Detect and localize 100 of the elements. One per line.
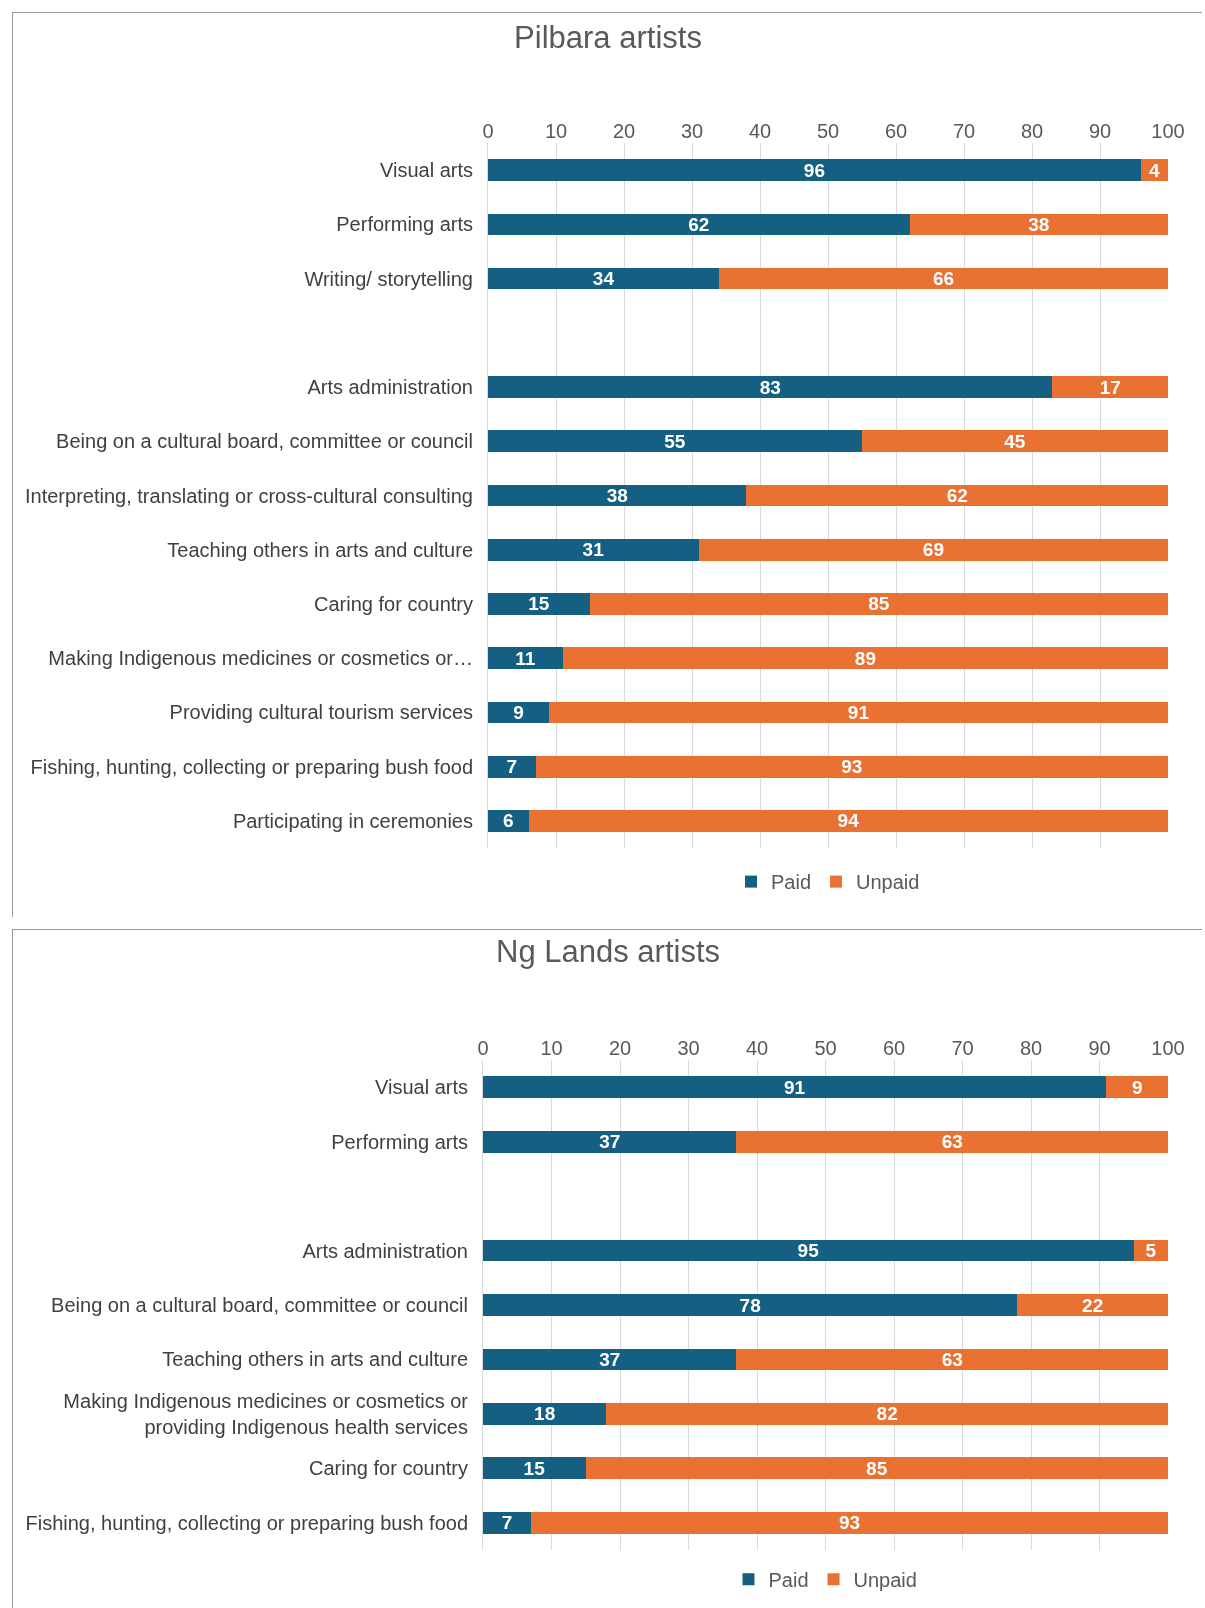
- data-label: 62: [946, 485, 968, 506]
- x-tick-label: 60: [882, 1037, 906, 1059]
- data-label: 95: [797, 1240, 820, 1262]
- bar: [488, 430, 862, 453]
- data-label: 85: [868, 593, 890, 615]
- y-tick-label: Performing arts: [331, 1130, 468, 1153]
- data-label: 4: [1148, 159, 1160, 181]
- data-label: 7: [506, 756, 518, 778]
- bar: [488, 484, 747, 507]
- x-tick-label: 70: [951, 1037, 974, 1059]
- y-tick-label: Caring for country: [309, 1457, 468, 1480]
- data-label: 96: [803, 159, 825, 181]
- data-label: 11: [515, 647, 536, 669]
- y-tick-label: Making Indigenous medicines or cosmetics or providing Indigenous health services: [63, 1389, 469, 1438]
- data-label: 63: [941, 1348, 963, 1370]
- legend-label: Unpaid: [853, 1569, 917, 1592]
- bar: [488, 593, 590, 615]
- y-tick-label: Being on a cultural board, committee or council: [56, 430, 473, 453]
- data-label: 83: [759, 376, 781, 398]
- x-tick-label: 100: [1151, 1037, 1185, 1059]
- data-label: 45: [1004, 430, 1026, 452]
- data-label: 37: [599, 1131, 621, 1153]
- x-tick-label: 90: [1088, 1037, 1111, 1059]
- bar: [488, 538, 699, 561]
- data-label: 85: [866, 1457, 888, 1479]
- data-label: 9: [1131, 1076, 1143, 1098]
- bar: [862, 430, 1168, 453]
- x-tick-label: 10: [540, 1037, 563, 1059]
- data-label: 62: [688, 213, 710, 235]
- data-label: 78: [739, 1294, 761, 1316]
- bar: [606, 1403, 1168, 1425]
- bar: [585, 1457, 1168, 1480]
- data-label: 66: [933, 268, 955, 290]
- data-label: 7: [501, 1512, 513, 1534]
- x-tick-label: 10: [544, 120, 568, 142]
- y-tick-label: Fishing, hunting, collecting or preparing bush food: [30, 755, 473, 778]
- legend-label: Unpaid: [856, 871, 920, 894]
- data-label: 93: [838, 1512, 861, 1534]
- bar: [488, 755, 536, 778]
- x-tick-label: 30: [680, 120, 704, 142]
- bar: [528, 810, 1168, 832]
- bar: [483, 1130, 737, 1153]
- y-tick-label: Visual arts: [374, 1076, 468, 1099]
- bar: [483, 1348, 737, 1371]
- x-tick-label: 50: [816, 120, 840, 142]
- x-tick-label: 20: [612, 120, 636, 142]
- data-label: 82: [876, 1403, 898, 1425]
- bar: [483, 1511, 531, 1534]
- y-tick-label: Arts administration: [302, 1239, 468, 1262]
- bar: [1017, 1294, 1168, 1316]
- data-label: 91: [783, 1076, 806, 1098]
- y-tick-label: Participating in ceremonies: [232, 809, 473, 832]
- bar: [483, 1403, 607, 1425]
- bar: [488, 213, 910, 236]
- x-tick-label: 50: [814, 1037, 837, 1059]
- bar: [1052, 376, 1168, 398]
- bar: [909, 213, 1168, 236]
- bar: [562, 647, 1168, 670]
- x-tick-label: 0: [477, 1037, 489, 1059]
- data-label: 93: [841, 756, 863, 778]
- bar: [483, 1457, 586, 1480]
- legend-label: Paid: [771, 871, 812, 894]
- bar: [719, 267, 1168, 290]
- y-tick-label: Visual arts: [379, 159, 473, 182]
- bar: [488, 376, 1053, 398]
- bar: [488, 159, 1141, 181]
- bar: [1106, 1076, 1168, 1099]
- data-label: 37: [599, 1348, 621, 1370]
- data-label: 31: [582, 539, 605, 561]
- x-tick-label: 80: [1020, 120, 1044, 142]
- x-tick-label: 0: [482, 120, 494, 142]
- bar: [746, 484, 1168, 507]
- data-label: 63: [941, 1131, 963, 1153]
- bar: [736, 1130, 1168, 1153]
- x-tick-label: 70: [952, 120, 976, 142]
- bar: [530, 1511, 1168, 1534]
- x-tick-label: 40: [745, 1037, 769, 1059]
- x-tick-label: 80: [1019, 1037, 1043, 1059]
- data-label: 38: [1028, 213, 1050, 235]
- y-tick-label: Providing cultural tourism services: [169, 701, 473, 724]
- bar: [488, 647, 563, 670]
- x-tick-label: 30: [677, 1037, 700, 1059]
- x-tick-label: 60: [884, 120, 908, 142]
- bar: [488, 810, 529, 832]
- y-tick-label: Arts administration: [307, 376, 473, 399]
- bar: [483, 1294, 1018, 1316]
- data-label: 55: [664, 430, 686, 452]
- data-label: 69: [922, 539, 944, 561]
- data-label: 6: [503, 810, 514, 832]
- data-label: 34: [592, 268, 615, 290]
- bar: [483, 1239, 1134, 1262]
- x-tick-label: 40: [748, 120, 772, 142]
- data-label: 15: [523, 1457, 546, 1479]
- y-tick-label: Interpreting, translating or cross-cultural consulting: [25, 484, 473, 507]
- chart-title: Pilbara artists: [514, 20, 702, 56]
- y-tick-label: Teaching others in arts and culture: [167, 538, 473, 561]
- bar: [488, 267, 720, 290]
- bar: [483, 1076, 1107, 1099]
- y-tick-label: Making Indigenous medicines or cosmetics or…: [48, 647, 473, 670]
- chart-title: Ng Lands artists: [496, 934, 720, 970]
